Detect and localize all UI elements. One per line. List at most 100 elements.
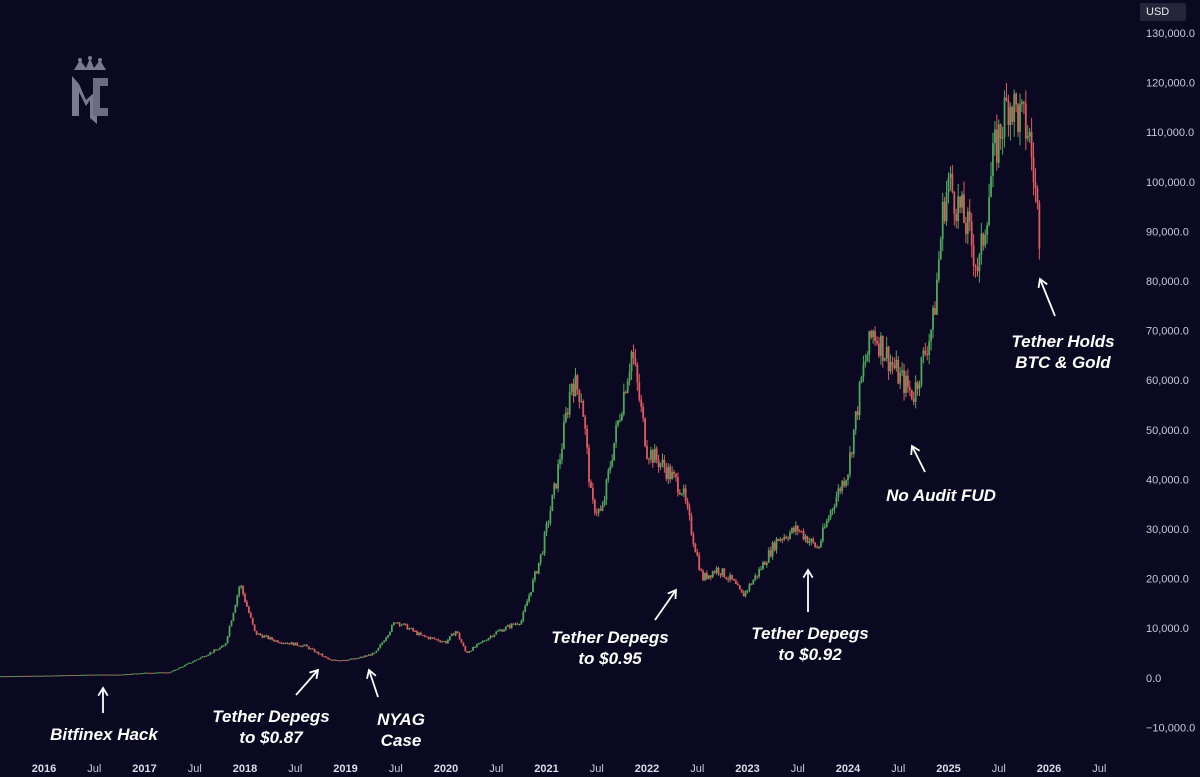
- candle: [448, 636, 451, 641]
- candle: [195, 659, 198, 661]
- candle: [626, 378, 629, 394]
- candle: [783, 533, 786, 542]
- candle: [839, 486, 842, 495]
- candle-body: [238, 587, 241, 596]
- candle-body: [66, 675, 69, 677]
- candle-body: [802, 531, 805, 540]
- candle-body: [945, 192, 948, 222]
- candle: [597, 507, 600, 517]
- candle-body: [276, 640, 279, 643]
- candle-body: [358, 657, 360, 659]
- annotation-arrow: [802, 568, 814, 612]
- candle-body: [159, 672, 161, 674]
- candle: [887, 345, 890, 380]
- candle: [706, 570, 708, 581]
- candle-body: [460, 639, 463, 643]
- candle: [555, 483, 558, 490]
- candle: [503, 628, 505, 632]
- candle: [336, 659, 339, 662]
- candle-body: [160, 672, 163, 674]
- y-tick-label: 20,000.0: [1146, 574, 1189, 586]
- candle: [847, 473, 849, 486]
- candle-body: [767, 550, 770, 563]
- candle: [224, 643, 227, 646]
- candle: [445, 640, 447, 644]
- candle: [381, 641, 384, 646]
- candle: [934, 301, 936, 315]
- candle-body: [153, 672, 156, 674]
- candle-body: [928, 341, 931, 355]
- candle: [470, 650, 473, 652]
- candle: [191, 661, 194, 664]
- candle-body: [852, 429, 855, 455]
- candle: [694, 542, 697, 553]
- candle: [168, 672, 171, 674]
- candle-body: [43, 675, 45, 677]
- candle-body: [532, 579, 534, 592]
- candle: [866, 351, 869, 362]
- candle: [820, 538, 822, 549]
- candle-body: [83, 674, 86, 676]
- candle: [189, 662, 192, 664]
- annotation-arrow: [97, 686, 109, 713]
- y-axis[interactable]: 130,000.0 120,000.0 110,000.0 100,000.0 90,0…: [1146, 28, 1195, 734]
- candle-body: [1013, 93, 1016, 122]
- candle: [19, 675, 22, 677]
- candle-body: [926, 353, 929, 355]
- x-axis[interactable]: 2016 Jul 2017 Jul 2018 Jul 2019 Jul 2020 Jul 2021 J…: [32, 763, 1107, 775]
- candle-body: [1015, 93, 1018, 105]
- candle: [518, 623, 521, 626]
- y-tick-label: 90,000.0: [1146, 226, 1189, 238]
- candle-body: [995, 129, 998, 163]
- candle-body: [25, 675, 28, 677]
- candle-body: [325, 656, 328, 658]
- candle-body: [870, 331, 873, 338]
- candle-body: [62, 675, 65, 677]
- candle-body: [155, 672, 157, 674]
- candle: [673, 469, 675, 478]
- candle-body: [168, 672, 171, 674]
- candle-body: [632, 352, 635, 359]
- candle-body: [823, 527, 826, 529]
- candle-body: [868, 331, 871, 355]
- candle-body: [224, 643, 227, 646]
- candle-body: [31, 675, 34, 677]
- y-tick-label: 30,000.0: [1146, 524, 1189, 536]
- x-tick-label: 2017: [132, 763, 156, 775]
- candle-body: [257, 633, 260, 635]
- candle: [421, 634, 424, 636]
- candle-body: [220, 645, 223, 648]
- candle: [427, 636, 430, 640]
- candle-body: [489, 636, 492, 639]
- candle-body: [760, 569, 762, 571]
- candle: [60, 675, 63, 677]
- candle: [561, 443, 563, 465]
- candle-body: [1019, 104, 1021, 132]
- candle: [130, 673, 132, 675]
- candle: [27, 675, 30, 677]
- candle-body: [671, 471, 674, 480]
- candle: [926, 346, 929, 361]
- candle-body: [392, 622, 395, 626]
- candle: [106, 674, 109, 676]
- candle: [203, 656, 206, 658]
- candle-body: [796, 525, 799, 531]
- candle: [964, 216, 967, 244]
- candle: [804, 533, 807, 543]
- candle: [731, 574, 733, 581]
- candle: [155, 672, 157, 674]
- candle: [166, 672, 169, 674]
- candle-body: [758, 569, 760, 577]
- candle-body: [878, 343, 880, 356]
- candle: [843, 477, 846, 488]
- candle: [483, 640, 486, 642]
- currency-badge[interactable]: USD: [1140, 3, 1186, 21]
- candle-body: [771, 542, 774, 557]
- annotation-arrow: [366, 668, 379, 698]
- candle-body: [866, 354, 869, 362]
- candle: [58, 675, 61, 677]
- candle: [487, 637, 490, 641]
- candle: [972, 234, 975, 277]
